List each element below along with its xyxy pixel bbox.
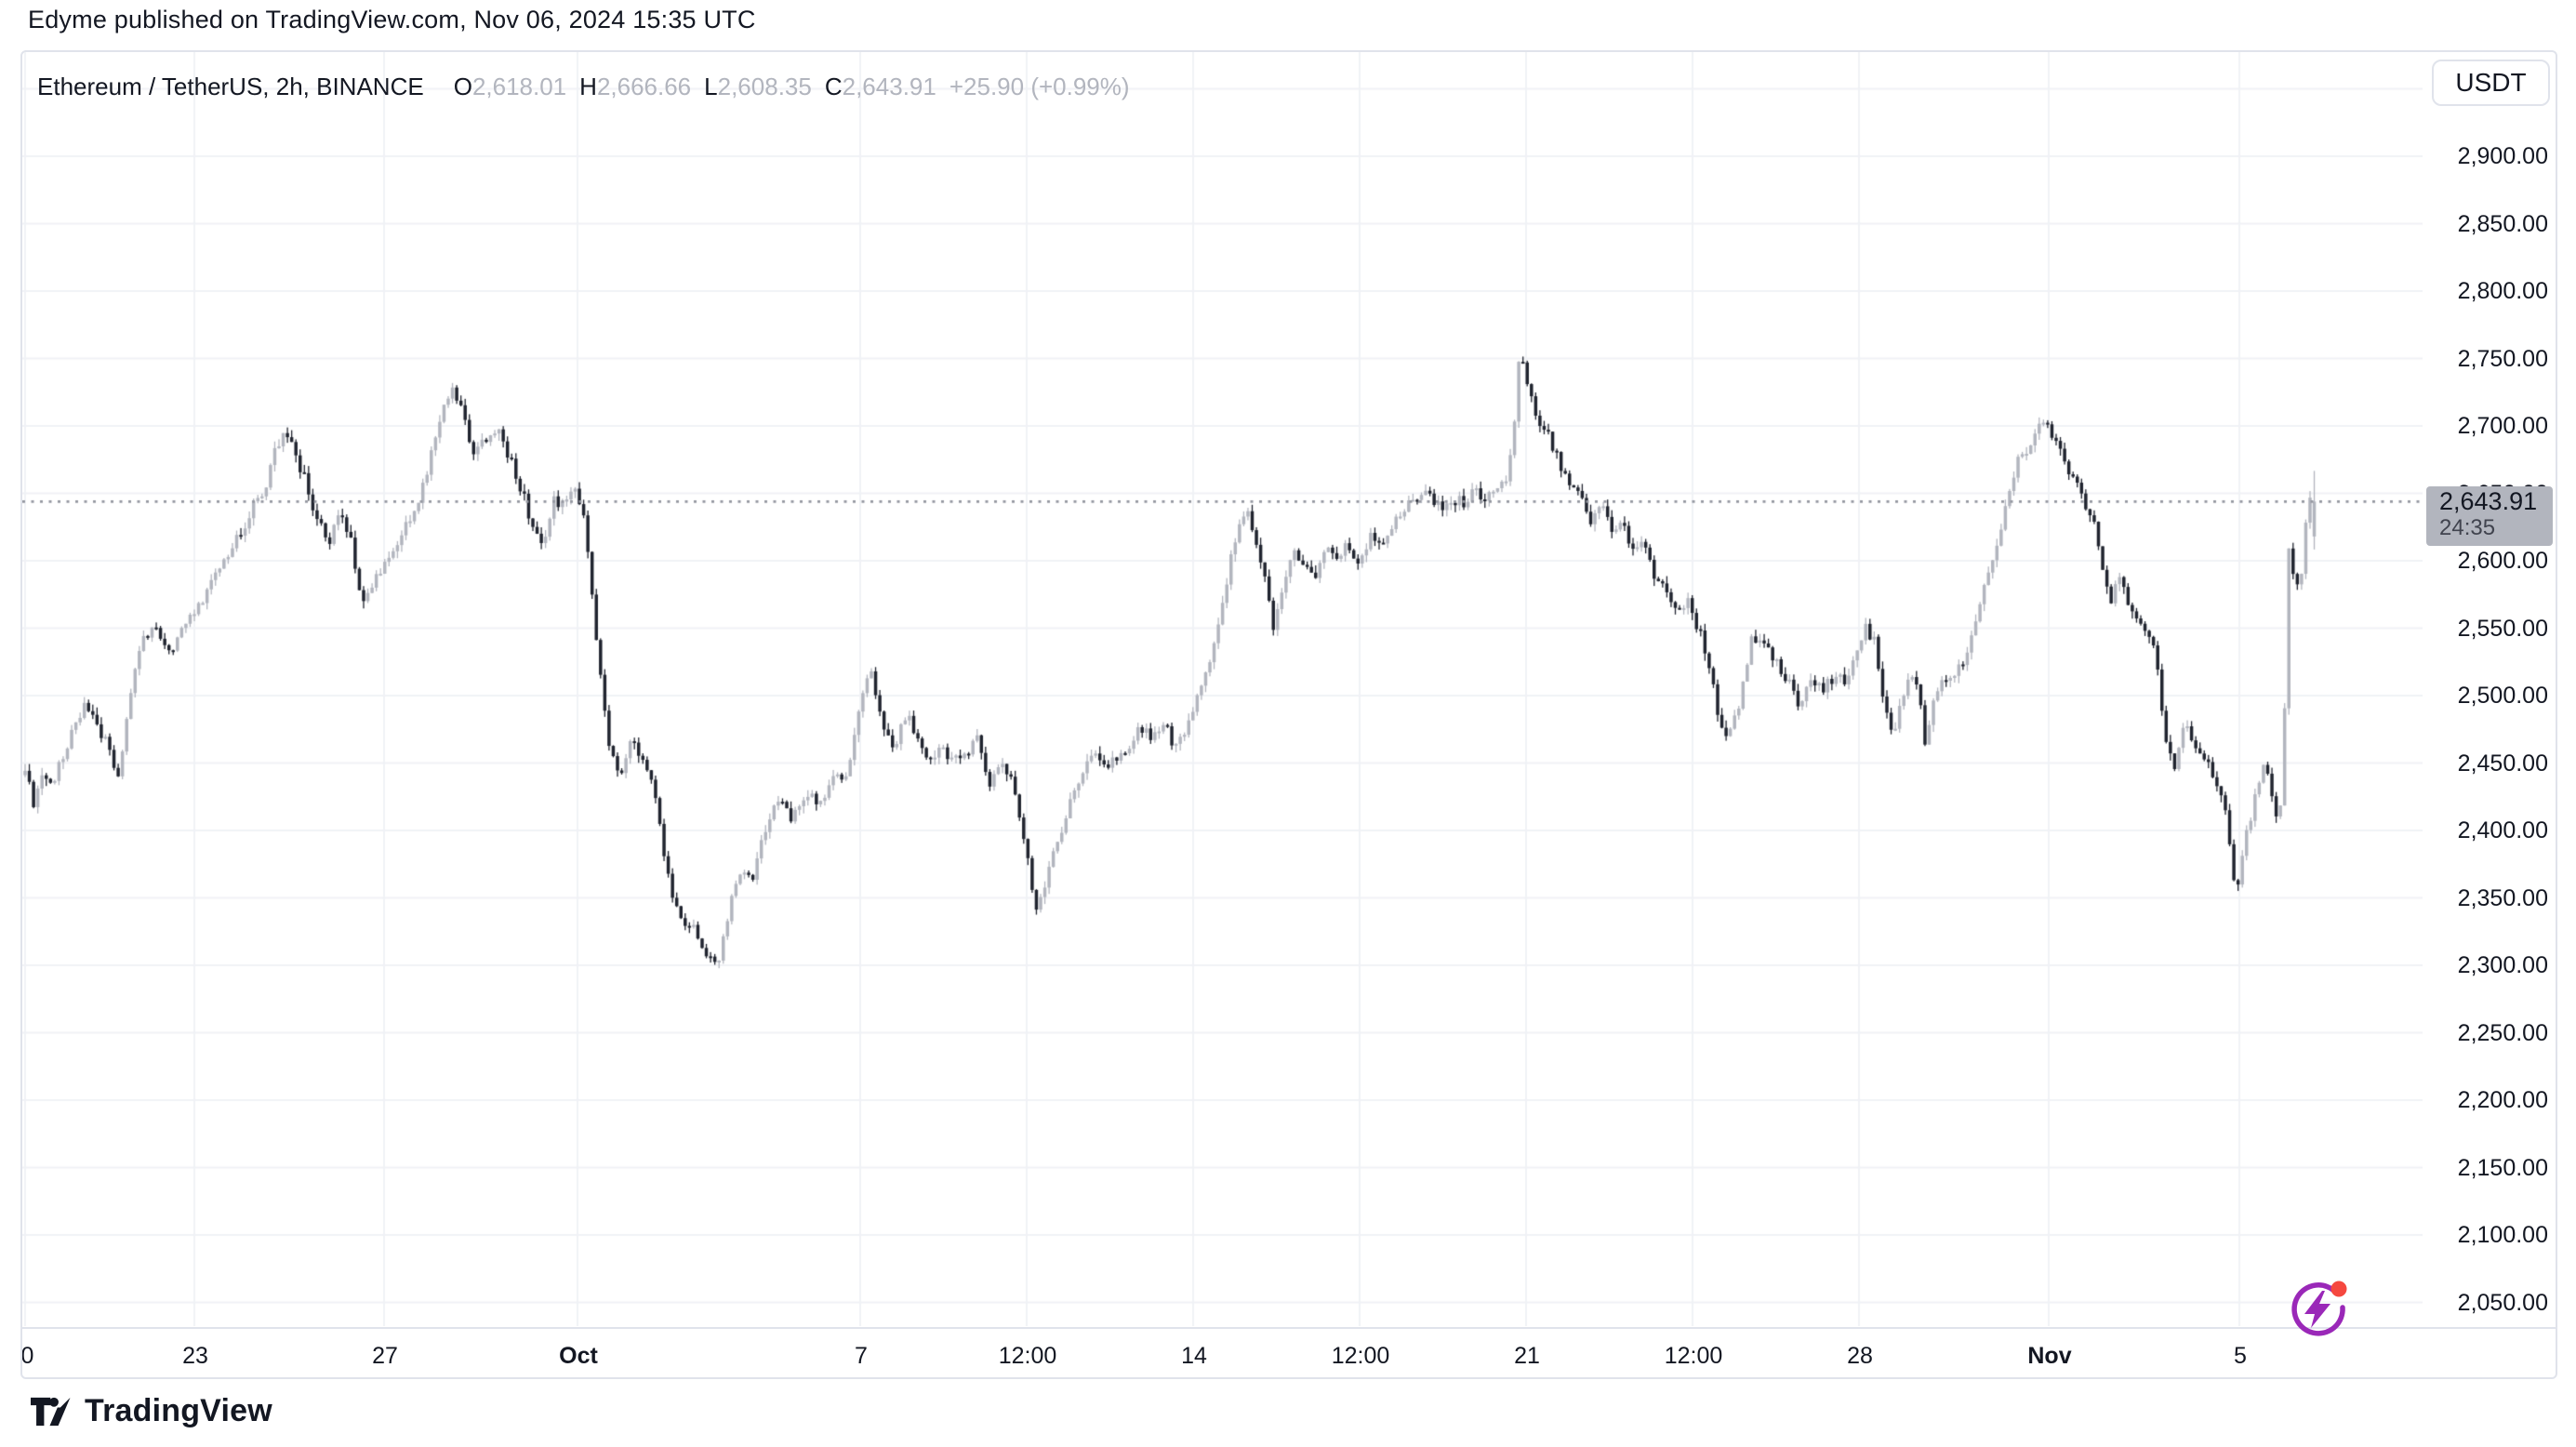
low-value: 2,608.35 — [717, 73, 812, 100]
price-axis-label: 2,850.00 — [2457, 210, 2548, 237]
price-axis-label: 2,100.00 — [2457, 1222, 2548, 1248]
tradingview-logo[interactable]: TradingView — [31, 1393, 272, 1429]
price-axis-label: 2,150.00 — [2457, 1154, 2548, 1181]
change-value: +25.90 (+0.99%) — [949, 73, 1130, 100]
price-axis-label: 2,050.00 — [2457, 1289, 2548, 1316]
price-axis-label: 2,700.00 — [2457, 413, 2548, 439]
tradingview-logo-text: TradingView — [85, 1393, 272, 1428]
open-value: 2,618.01 — [471, 73, 567, 100]
time-axis-label: 5 — [2234, 1343, 2247, 1369]
price-axis-label: 2,500.00 — [2457, 683, 2548, 709]
close-value: 2,643.91 — [842, 73, 936, 100]
current-price-value: 2,643.91 — [2439, 487, 2538, 515]
price-axis-label: 2,750.00 — [2457, 345, 2548, 372]
currency-unit-button[interactable]: USDT — [2432, 60, 2550, 106]
candlestick-chart-canvas[interactable] — [22, 52, 2423, 1326]
current-price-badge: 2,643.91 24:35 — [2426, 486, 2553, 546]
bar-countdown: 24:35 — [2439, 514, 2496, 540]
time-axis-label: 12:00 — [998, 1343, 1057, 1369]
price-axis-label: 2,300.00 — [2457, 952, 2548, 978]
time-axis-label: 7 — [855, 1343, 868, 1369]
chart-widget: Ethereum / TetherUS, 2h, BINANCE O2,618.0… — [20, 50, 2557, 1379]
price-axis-label: 2,450.00 — [2457, 750, 2548, 777]
time-axis-label: Nov — [2027, 1343, 2072, 1369]
symbol-title: Ethereum / TetherUS, 2h, BINANCE — [37, 73, 424, 100]
tradingview-idea-bolt-icon[interactable] — [2288, 1279, 2349, 1340]
close-label: C — [824, 73, 843, 100]
time-axis-label: 14 — [1181, 1343, 1207, 1369]
low-label: L — [704, 73, 718, 100]
price-axis-label: 2,900.00 — [2457, 143, 2548, 169]
time-axis-label: 12:00 — [1664, 1343, 1723, 1369]
price-axis-label: 2,350.00 — [2457, 884, 2548, 911]
notification-dot — [2330, 1281, 2347, 1297]
time-axis-label: :00 — [20, 1343, 34, 1369]
time-axis-label: 28 — [1847, 1343, 1873, 1369]
price-axis-label: 2,600.00 — [2457, 548, 2548, 574]
price-axis-label: 2,200.00 — [2457, 1087, 2548, 1113]
price-axis-label: 2,550.00 — [2457, 615, 2548, 642]
time-axis-label: 12:00 — [1331, 1343, 1390, 1369]
price-axis-label: 2,250.00 — [2457, 1019, 2548, 1046]
time-axis-label: 23 — [182, 1343, 208, 1369]
time-axis-label: 21 — [1514, 1343, 1540, 1369]
price-axis-label: 2,800.00 — [2457, 278, 2548, 304]
publish-attribution-line: Edyme published on TradingView.com, Nov … — [28, 6, 756, 33]
high-label: H — [579, 73, 597, 100]
high-value: 2,666.66 — [596, 73, 692, 100]
time-axis-label: 27 — [372, 1343, 398, 1369]
tradingview-logo-icon — [31, 1397, 71, 1426]
chart-legend[interactable]: Ethereum / TetherUS, 2h, BINANCE O2,618.0… — [37, 73, 1130, 101]
time-axis-separator — [22, 1327, 2556, 1329]
open-label: O — [453, 73, 472, 100]
time-axis-label: Oct — [559, 1343, 598, 1369]
price-axis-label: 2,400.00 — [2457, 817, 2548, 843]
